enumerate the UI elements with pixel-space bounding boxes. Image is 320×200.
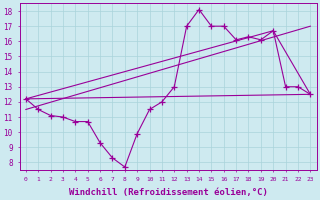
X-axis label: Windchill (Refroidissement éolien,°C): Windchill (Refroidissement éolien,°C) — [69, 188, 268, 197]
